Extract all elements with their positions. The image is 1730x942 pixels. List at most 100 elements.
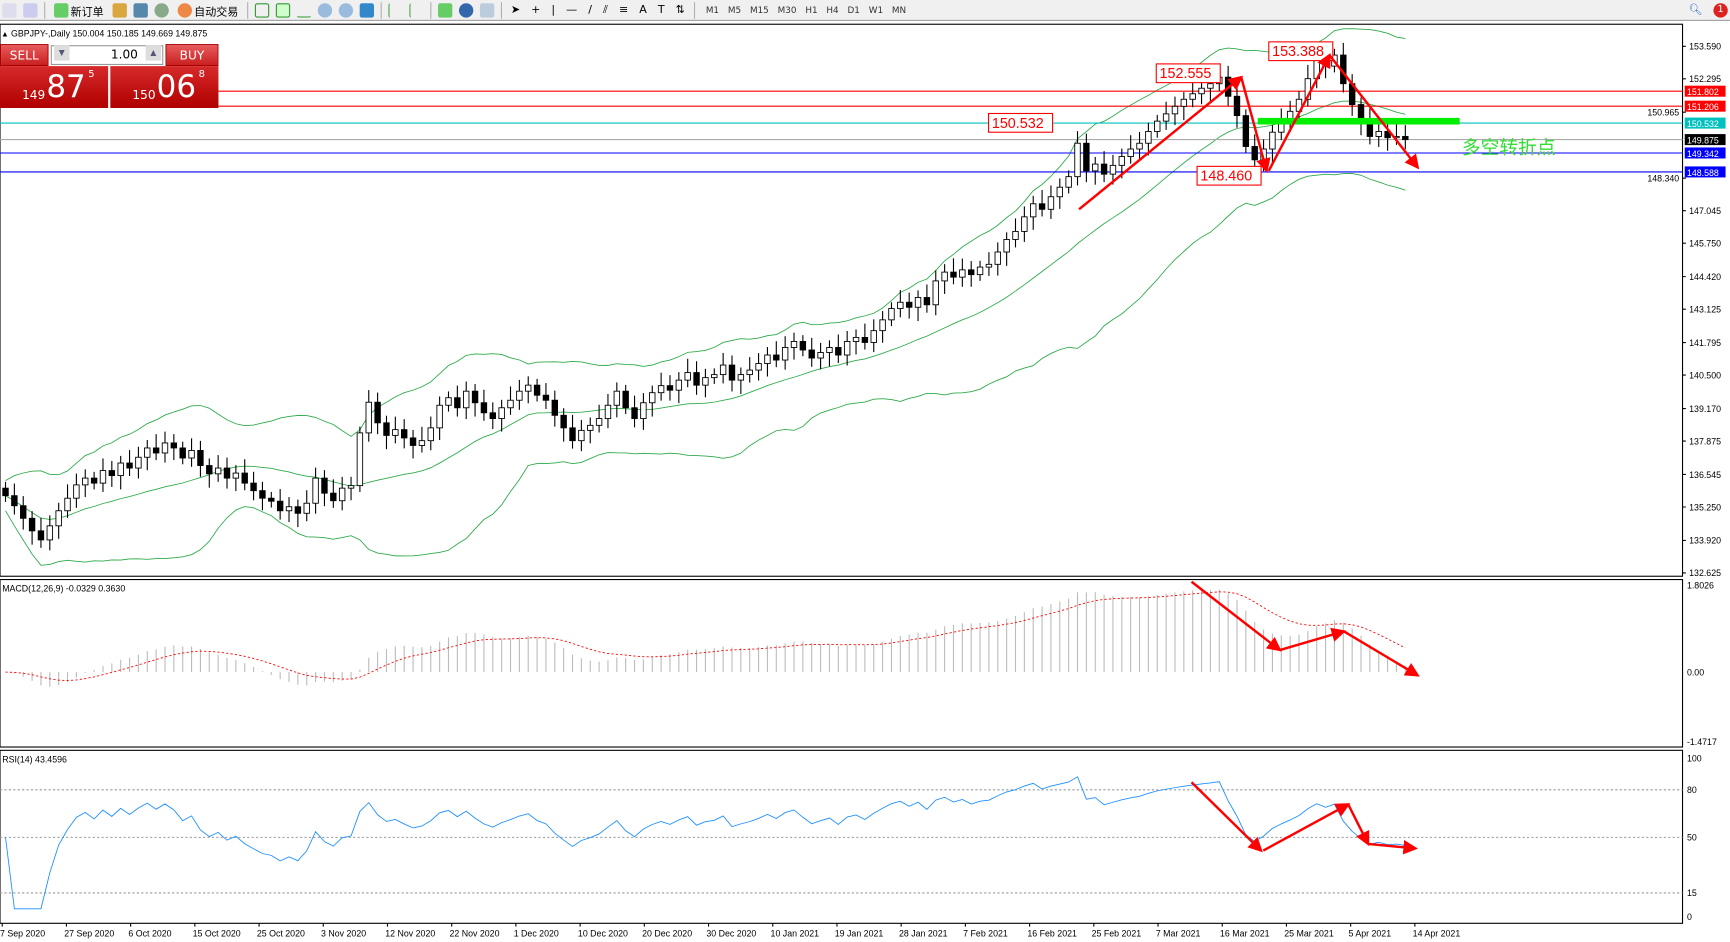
toolbar: 新订单 自动交易 ➤ + | — / ⫽ ≡ A T ⇅ M1 M5 M15 M30 H… <box>0 0 1730 21</box>
fibonacci-icon[interactable]: ≡ <box>618 3 629 16</box>
crosshair-icon[interactable]: + <box>531 3 541 16</box>
buy-price-prefix: 150 <box>132 88 156 103</box>
trend-arrow <box>1240 76 1271 174</box>
candle-body <box>959 269 966 278</box>
line-chart-icon[interactable] <box>296 3 312 18</box>
bar-chart-icon[interactable] <box>254 2 270 18</box>
candle-body <box>126 462 133 469</box>
price-level-badge <box>1684 117 1726 129</box>
new-order-button[interactable]: 新订单 <box>52 1 106 19</box>
candle-body <box>578 429 585 442</box>
candle-body <box>808 349 815 359</box>
date-label: 25 Mar 2021 <box>1284 929 1334 939</box>
tile-windows-icon[interactable] <box>359 2 375 18</box>
candle-body <box>392 429 399 436</box>
candle-body <box>728 364 736 381</box>
candle-body <box>1100 163 1108 175</box>
candle-body <box>1233 95 1241 117</box>
buy-button[interactable]: BUY <box>165 44 219 67</box>
timeframe-m1[interactable]: M1 <box>705 4 720 15</box>
rsi-tick-label: 0 <box>1687 912 1692 922</box>
candle-body <box>73 484 80 499</box>
magnifier-doc-icon[interactable] <box>23 2 38 18</box>
zoom-in-icon[interactable] <box>317 2 333 18</box>
candlestick-icon[interactable] <box>275 2 291 18</box>
candle-body <box>852 336 860 342</box>
cursor-icon[interactable]: ➤ <box>510 3 521 16</box>
timeframe-h1[interactable]: H1 <box>805 4 818 15</box>
candle-body <box>595 418 603 426</box>
one-click-trading-panel: SELL 1.00 ▼ ▲ BUY 149 87 5 150 06 8 <box>0 44 219 108</box>
price-level-label: 150.532 <box>1687 119 1719 129</box>
candle-body <box>737 374 745 381</box>
candle-body <box>498 407 505 420</box>
buy-price-button[interactable]: 150 06 8 <box>110 66 219 108</box>
text-icon[interactable]: A <box>639 3 647 16</box>
horizontal-line-icon[interactable]: — <box>566 3 578 16</box>
trend-arrow <box>1267 52 1331 172</box>
auto-trade-button[interactable]: 自动交易 <box>175 1 240 19</box>
arrows-icon[interactable]: ⇅ <box>675 3 685 16</box>
periods-icon[interactable] <box>458 2 474 18</box>
candle-body <box>197 450 204 466</box>
candle-body <box>1402 136 1409 141</box>
templates-icon[interactable] <box>479 2 495 18</box>
zoom-out-icon[interactable] <box>338 2 354 18</box>
chart-area[interactable]: GBPJPY-,Daily 150.004 150.185 149.669 14… <box>0 21 1730 942</box>
channel-icon[interactable]: ⫽ <box>602 3 608 16</box>
candle-body <box>285 506 293 512</box>
candle-body <box>1092 163 1099 172</box>
vertical-line-icon[interactable]: | <box>551 3 556 16</box>
candle-body <box>746 369 753 376</box>
candle-body <box>711 374 718 379</box>
candle-body <box>932 280 939 306</box>
rsi-tick-label: 50 <box>1687 833 1697 843</box>
sell-price-button[interactable]: 149 87 5 <box>0 66 109 108</box>
candle-body <box>1118 156 1126 166</box>
date-label: 7 Feb 2021 <box>963 929 1008 939</box>
candle-body <box>1012 230 1019 240</box>
candle-body <box>1074 142 1081 178</box>
price-level-badge <box>1684 100 1726 112</box>
trendline-icon[interactable]: / <box>588 3 592 16</box>
candle-body <box>640 402 647 420</box>
divider <box>693 1 695 19</box>
sell-button[interactable]: SELL <box>0 44 49 67</box>
lot-increase-button[interactable]: ▲ <box>145 45 162 61</box>
timeframe-mn[interactable]: MN <box>891 4 907 15</box>
metaeditor-icon[interactable] <box>112 2 127 18</box>
candle-body <box>755 363 762 371</box>
signal-icon[interactable] <box>154 2 169 18</box>
terminal-icon[interactable] <box>133 2 148 18</box>
timeframe-h4[interactable]: H4 <box>826 4 839 15</box>
sell-price-prefix: 149 <box>22 88 46 103</box>
search-icon[interactable]: 🔍︎ <box>1688 3 1703 16</box>
candle-body <box>773 354 780 361</box>
chart-shift-icon[interactable] <box>388 2 402 18</box>
lot-decrease-button[interactable]: ▼ <box>54 45 70 61</box>
timeframe-w1[interactable]: W1 <box>868 4 884 15</box>
candle-body <box>1030 203 1037 218</box>
lot-size-input[interactable]: 1.00 <box>50 45 164 66</box>
candle-body <box>1136 142 1143 150</box>
indicators-icon[interactable] <box>438 2 453 18</box>
timeframe-m15[interactable]: M15 <box>749 4 769 15</box>
trend-arrow <box>1328 54 1420 170</box>
document-icon[interactable] <box>2 2 17 18</box>
timeframe-m5[interactable]: M5 <box>727 4 742 15</box>
candle-body <box>1127 148 1134 157</box>
candle-body <box>338 487 346 502</box>
trend-arrow <box>1262 803 1351 852</box>
candle-body <box>684 372 691 381</box>
autoscroll-icon[interactable] <box>409 2 423 18</box>
label-icon[interactable]: T <box>657 3 665 16</box>
timeframe-m30[interactable]: M30 <box>777 4 797 15</box>
candle-body <box>905 301 913 308</box>
candle-body <box>46 525 54 541</box>
date-label: 27 Sep 2020 <box>64 929 114 939</box>
notifications-button[interactable]: 1 <box>1711 1 1730 19</box>
price-tick-label: 136.545 <box>1689 470 1721 480</box>
candle-body <box>427 427 434 442</box>
timeframe-d1[interactable]: D1 <box>847 4 860 15</box>
price-tick-label: 141.795 <box>1689 338 1721 348</box>
